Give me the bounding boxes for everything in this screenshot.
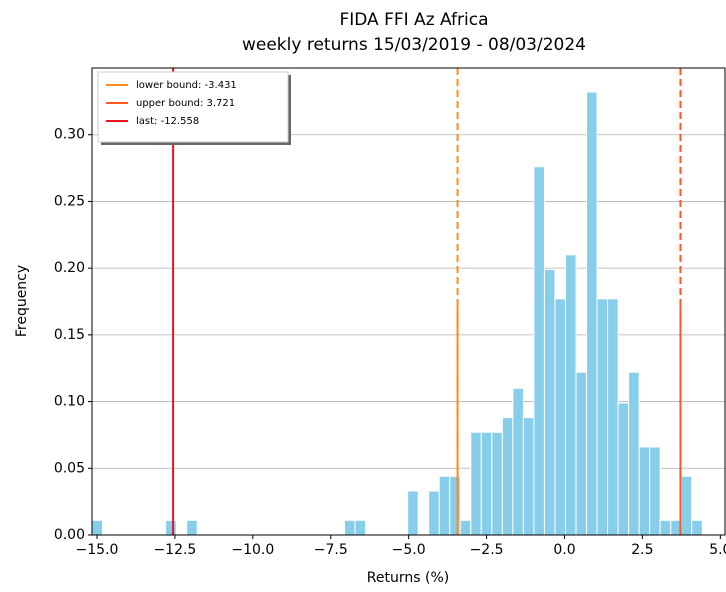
y-tick-label: 0.15: [54, 327, 85, 343]
bar: [91, 519, 104, 536]
bar: [449, 475, 461, 536]
y-tick-label: 0.10: [54, 394, 85, 410]
bar: [575, 371, 588, 536]
bar: [354, 519, 367, 536]
x-tick-label: −10.0: [231, 542, 274, 558]
y-tick-label: 0.20: [54, 260, 85, 276]
legend-label: lower bound: -3.431: [136, 80, 237, 91]
bar: [680, 475, 693, 536]
x-axis-label: Returns (%): [367, 570, 449, 586]
bar: [533, 166, 545, 536]
bar: [638, 446, 651, 536]
chart-subtitle: weekly returns 15/03/2019 - 08/03/2024: [242, 35, 586, 55]
y-tick-label: 0.05: [54, 460, 85, 476]
bar: [459, 519, 472, 536]
axes-frame: [91, 67, 726, 536]
bar: [344, 519, 356, 536]
bar: [480, 431, 493, 536]
bar: [438, 475, 451, 536]
bar: [554, 298, 566, 536]
bar: [649, 446, 661, 536]
x-tick-label: −12.5: [153, 542, 196, 558]
bar: [186, 519, 198, 536]
bar: [407, 490, 419, 536]
legend-box: [97, 71, 289, 143]
bar: [543, 268, 556, 536]
bar: [165, 519, 177, 536]
bar: [628, 371, 640, 536]
legend-label: upper bound: 3.721: [136, 98, 235, 109]
bar: [522, 417, 535, 536]
bar: [607, 298, 619, 536]
y-tick-label: 0.00: [54, 527, 85, 543]
y-tick-label: 0.30: [54, 127, 85, 143]
x-tick-label: −5.0: [392, 542, 426, 558]
bar: [586, 91, 598, 536]
x-tick-label: −7.5: [314, 542, 348, 558]
x-tick-label: −15.0: [76, 542, 119, 558]
chart-title: FIDA FFI Az Africa: [339, 10, 488, 30]
bar: [691, 519, 703, 536]
x-tick-label: 5.0: [709, 542, 726, 558]
bar: [470, 431, 482, 536]
bar: [659, 519, 672, 536]
x-tick-label: 2.5: [631, 542, 653, 558]
y-axis-label: Frequency: [14, 265, 30, 337]
bar: [428, 490, 440, 536]
bar: [501, 417, 514, 536]
bar: [596, 298, 609, 536]
x-tick-label: −2.5: [470, 542, 504, 558]
bar: [491, 431, 503, 536]
bar: [512, 387, 524, 536]
bar: [564, 254, 577, 536]
x-tick-label: 0.0: [553, 542, 575, 558]
y-tick-label: 0.25: [54, 193, 85, 209]
bar: [617, 402, 630, 536]
legend-label: last: -12.558: [136, 116, 199, 127]
